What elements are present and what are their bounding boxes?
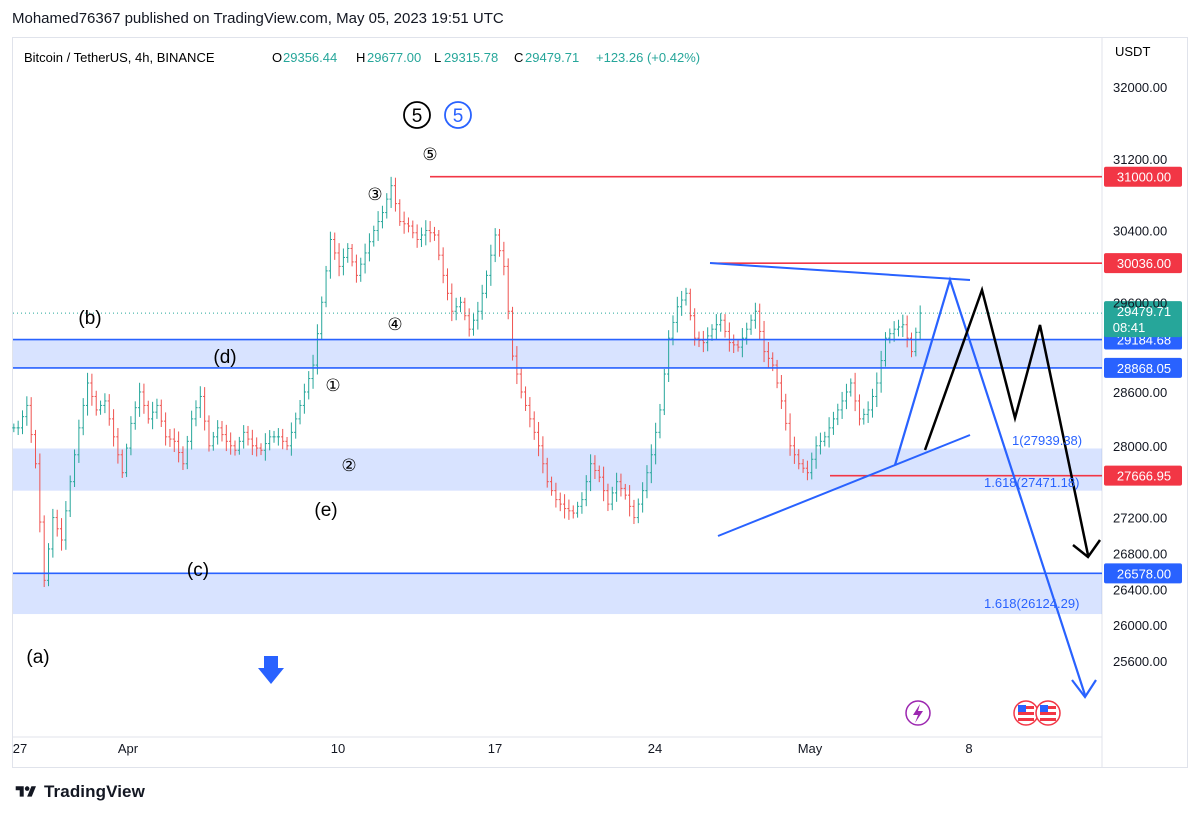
price-tag-bg[interactable] [1104,563,1182,584]
triangle-upper-line [709,262,971,281]
price-tick-label: 26800.00 [1113,546,1167,561]
legend-close: 29479.71 [525,50,579,65]
footer: TradingView [14,780,145,804]
annotation-layer: 1(27939.38) 1.618(27471.18) 1.618(26124.29… [26,145,1102,699]
price-tick-label: 28600.00 [1113,385,1167,400]
last-price-label[interactable]: 29479.71 [1117,304,1171,319]
price-tag-bg[interactable] [1104,357,1182,378]
price-tick-label: 32000.00 [1113,80,1167,95]
support-zone-0 [13,339,1102,368]
time-tick-label: 8 [965,741,972,756]
price-tag-bg[interactable] [1104,253,1182,274]
wave-label: (e) [314,500,337,521]
wave-label: ④ [387,315,402,334]
triangle-lower-line [717,434,971,537]
legend-o-label: O [272,50,282,65]
time-tick-label: 24 [648,741,662,756]
countdown-label: 08:41 [1113,320,1146,335]
lightning-icon[interactable] [905,700,931,726]
price-tick-label: 29600.00 [1113,295,1167,310]
legend-symbol: Bitcoin / TetherUS, 4h, BINANCE [24,50,215,65]
legend-c-label: C [514,50,523,65]
wave-label: ② [341,456,356,475]
time-tick-label: Apr [118,741,139,756]
time-axis[interactable]: 27 Apr 10 17 24 May 8 [13,741,973,756]
down-arrow-icon [258,656,284,684]
lines-layer [13,175,1102,575]
chart-frame [12,37,1188,768]
price-tag-label[interactable]: 28868.05 [1117,361,1171,376]
us-flag-icon[interactable] [1013,700,1039,726]
wave-header-black: 5 [412,106,423,127]
wave-label: ⑤ [422,145,437,164]
blue-projection-arrowhead [1071,679,1097,699]
us-flag-icon[interactable] [1035,700,1061,726]
price-tag-label[interactable]: 27666.95 [1117,469,1171,484]
wave-label: (c) [187,560,209,581]
tradingview-logo-icon[interactable] [14,784,38,800]
fib-label: 1.618(26124.29) [984,596,1079,611]
legend-high: 29677.00 [367,50,421,65]
currency-label: USDT [1115,44,1150,59]
wave-header-blue: 5 [453,106,464,127]
wave-header-blue-circle [444,101,472,129]
legend-h-label: H [356,50,365,65]
price-tick-label: 27200.00 [1113,511,1167,526]
wave-label: (d) [213,347,236,368]
time-tick-label: 10 [331,741,345,756]
price-tick-label: 31200.00 [1113,152,1167,167]
time-tick-label: 17 [488,741,502,756]
legend-open: 29356.44 [283,50,337,65]
time-tick-label: May [798,741,823,756]
wave-header-black-circle [403,101,431,129]
price-tag-label[interactable]: 30036.00 [1117,256,1171,271]
candles-layer [12,176,922,588]
black-projection-arrowhead [1072,539,1102,559]
legend-change: +123.26 (+0.42%) [596,50,700,65]
price-axis[interactable]: 31000.0030036.0029184.6828868.0527666.95… [1104,80,1182,669]
support-zone-2 [13,573,1102,615]
blue-projection-path [893,276,1087,696]
price-tag-label[interactable]: 26578.00 [1117,566,1171,581]
black-projection-path [923,285,1090,556]
fib-label: 1.618(27471.18) [984,475,1079,490]
price-tick-label: 25600.00 [1113,654,1167,669]
price-tag-label[interactable]: 31000.00 [1117,170,1171,185]
legend-l-label: L [434,50,441,65]
wave-label: (a) [26,647,49,668]
price-tick-label: 26000.00 [1113,618,1167,633]
price-tick-label: 28000.00 [1113,439,1167,454]
last-price-tag-bg[interactable] [1104,301,1182,338]
price-tick-label: 30400.00 [1113,224,1167,239]
publish-info: Mohamed76367 published on TradingView.co… [12,10,504,27]
price-tick-label: 26400.00 [1113,582,1167,597]
fib-label: 1(27939.38) [1012,433,1082,448]
time-tick-label: 27 [13,741,27,756]
wave-label: ③ [367,185,382,204]
legend-low: 29315.78 [444,50,498,65]
price-tag-bg[interactable] [1104,166,1182,187]
wave-label: (b) [78,308,101,329]
support-zone-1 [13,448,1102,491]
tradingview-brand[interactable]: TradingView [44,782,145,801]
price-tag-bg[interactable] [1104,465,1182,486]
wave-label: ① [325,376,340,395]
